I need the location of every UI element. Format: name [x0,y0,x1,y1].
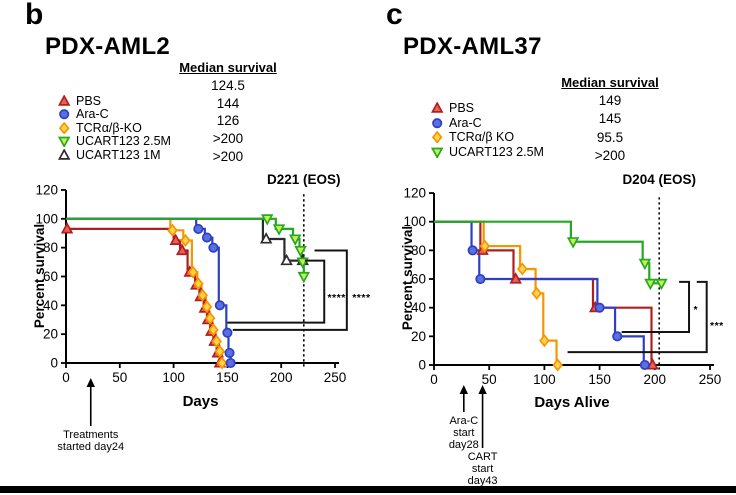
svg-text:100: 100 [403,214,426,229]
svg-text:20: 20 [43,327,58,342]
legend-label: Ara-C [76,107,109,122]
svg-text:120: 120 [403,186,426,201]
svg-text:150: 150 [588,372,611,387]
svg-text:start: start [472,463,493,475]
panel-c-letter: c [386,0,403,31]
legend-label: PBS [76,93,102,108]
legend-item-pbs: PBS [431,101,544,116]
svg-text:day43: day43 [468,475,498,487]
survival-chart-pdx-aml37: 0 50 100 150 200 250 0 20 40 60 80 100 120 Days Alive… [400,172,724,487]
svg-text:day28: day28 [449,439,479,451]
pbs-marker-icon [58,94,71,106]
svg-text:Percent survival: Percent survival [400,226,415,330]
ucart25m-marker-icon [431,147,444,158]
svg-text:80: 80 [43,240,58,255]
median-value-ucart25m: >200 [212,131,244,147]
svg-text:D221 (EOS): D221 (EOS) [267,172,341,187]
median-value-pbs: 124.5 [211,78,245,93]
svg-text:****: **** [352,292,371,304]
svg-text:0: 0 [50,356,58,371]
svg-text:Treatments: Treatments [63,429,119,441]
svg-text:***: *** [710,320,724,332]
svg-text:200: 200 [644,372,667,387]
panel-b: b PDX-AML2 Median survival 124.5 144 126… [0,0,370,486]
svg-text:CART: CART [468,451,498,463]
survival-chart-pdx-aml2: 0 50 100 150 200 250 0 20 40 60 80 100 120 Days Percen… [32,172,371,453]
svg-text:40: 40 [43,298,58,313]
figure-bottom-border [0,486,736,493]
legend-label: TCRα/β KO [449,130,515,145]
svg-text:0: 0 [430,372,438,387]
panel-c: c PDX-AML37 Median survival 149 145 95.5… [368,0,736,487]
legend-item-tcrko: TCRα/β KO [431,130,544,145]
median-survival-header: Median survival [179,60,277,75]
svg-text:start: start [453,427,474,439]
median-value-tcrko: 126 [216,113,240,129]
legend-item-pbs: PBS [58,94,171,108]
panel-b-letter: b [25,0,44,31]
legend-label: UCART123 2.5M [76,134,171,149]
svg-text:150: 150 [216,370,239,385]
svg-text:100: 100 [162,370,185,385]
median-value-pbs: 149 [598,93,622,108]
legend-label: UCART123 2.5M [449,144,544,159]
ucart1m-marker-icon [58,148,71,160]
panel-b-median-survival-table: Median survival 124.5 144 126 >200 >200 [153,60,303,165]
ucart25m-marker-icon [58,136,71,148]
median-survival-header: Median survival [561,75,659,90]
svg-text:200: 200 [270,370,293,385]
svg-text:60: 60 [411,272,426,287]
svg-text:Days Alive: Days Alive [534,394,609,411]
panel-b-title: PDX-AML2 [45,33,171,60]
svg-text:50: 50 [482,372,497,387]
legend-item-ucart25m: UCART123 2.5M [431,145,544,160]
svg-text:80: 80 [411,243,426,258]
svg-text:started day24: started day24 [57,441,124,453]
svg-text:D204 (EOS): D204 (EOS) [622,172,696,187]
svg-text:40: 40 [411,300,426,315]
svg-text:20: 20 [411,329,426,344]
svg-text:250: 250 [324,370,347,385]
median-value-tcrko: 95.5 [596,129,624,145]
tcrko-marker-icon [58,121,70,134]
tcrko-marker-icon [431,131,443,144]
median-value-arac: 145 [598,111,622,127]
arac-marker-icon [432,117,443,128]
svg-text:60: 60 [43,269,58,284]
legend-item-arac: Ara-C [58,107,171,122]
svg-text:50: 50 [112,370,127,385]
svg-text:100: 100 [533,372,556,387]
legend-label: Ara-C [449,115,482,130]
legend-label: UCART123 1M [76,147,161,162]
svg-text:****: **** [327,292,346,304]
legend-item-ucart1m: UCART123 1M [58,148,171,162]
pbs-marker-icon [431,102,444,113]
arac-marker-icon [59,109,70,120]
svg-text:250: 250 [699,372,722,387]
svg-text:120: 120 [35,182,58,197]
panel-c-legend: PBS Ara-C TCRα/β KO UCART123 2.5M [431,101,544,159]
svg-text:100: 100 [35,211,58,226]
legend-label: TCRα/β-KO [76,120,142,135]
legend-item-arac: Ara-C [431,116,544,131]
legend-label: PBS [449,101,475,116]
svg-text:Days: Days [183,393,219,410]
panel-b-legend: PBS Ara-C TCRα/β-KO UCART123 2.5M UCART1… [58,94,171,162]
legend-item-tcrko: TCRα/β-KO [58,121,171,135]
svg-text:Ara-C: Ara-C [449,415,478,427]
median-value-arac: 144 [216,95,240,111]
panel-c-median-survival-table: Median survival 149 145 95.5 >200 [535,75,685,165]
svg-text:Percent survival: Percent survival [32,224,47,328]
svg-text:0: 0 [62,370,70,385]
panel-c-title: PDX-AML37 [403,33,542,60]
legend-item-ucart25m: UCART123 2.5M [58,134,171,149]
median-value-ucart1m: >200 [212,148,244,164]
svg-text:*: * [693,304,698,316]
median-value-ucart25m: >200 [594,147,626,163]
svg-text:0: 0 [418,358,426,373]
